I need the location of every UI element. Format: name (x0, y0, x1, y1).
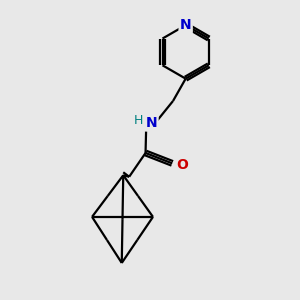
Text: H: H (134, 114, 143, 128)
Text: O: O (177, 158, 189, 172)
Text: N: N (146, 116, 157, 130)
Text: N: N (180, 18, 191, 32)
